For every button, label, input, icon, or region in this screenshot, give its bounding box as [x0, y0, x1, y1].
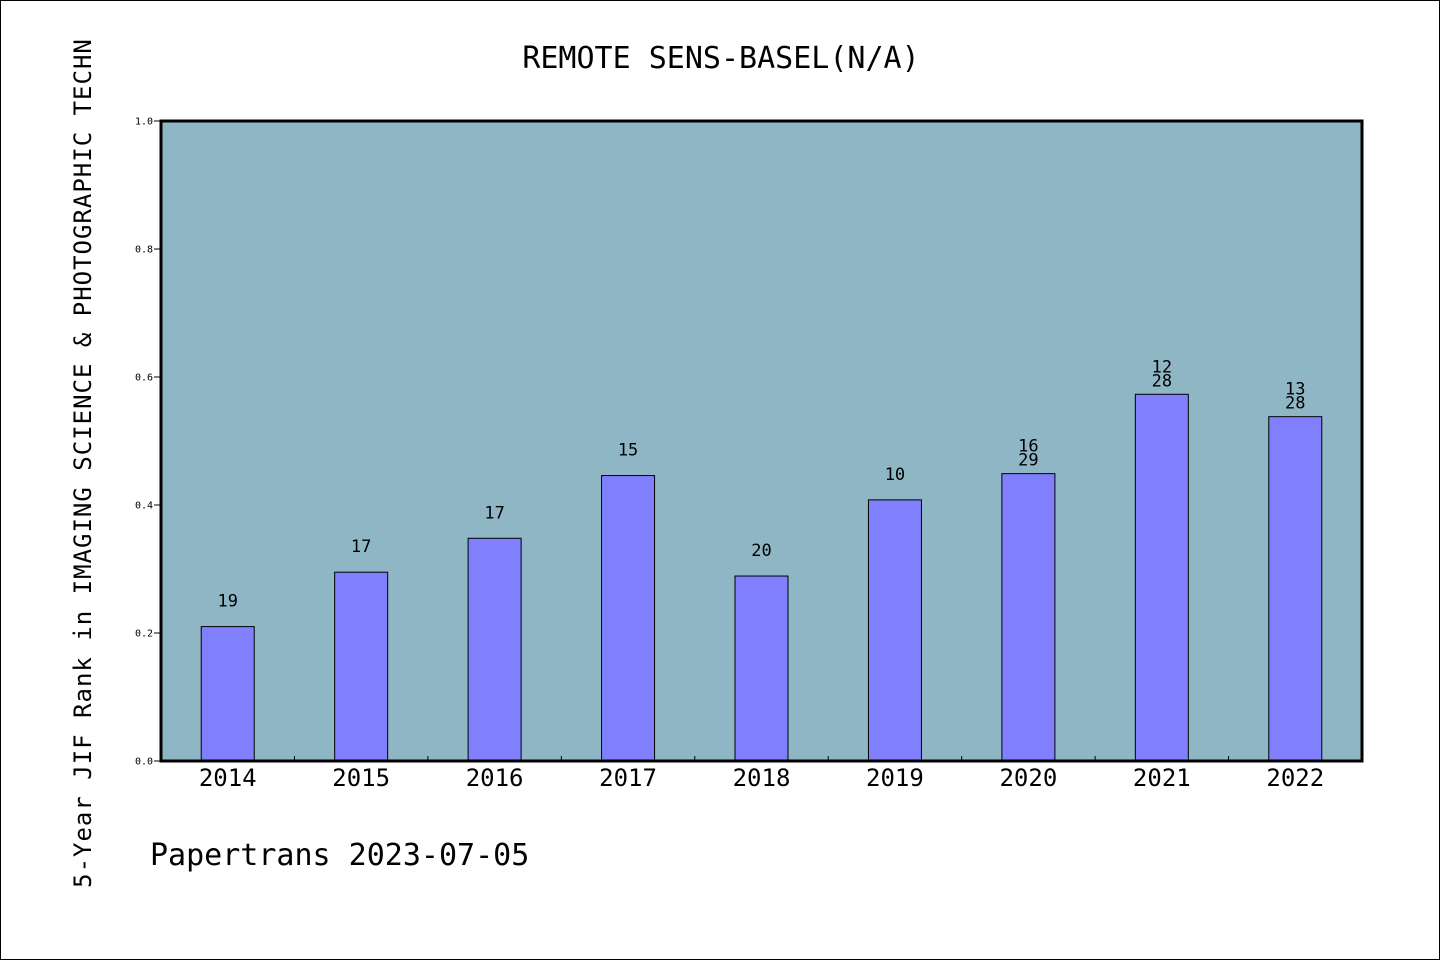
bar-2018	[734, 575, 789, 762]
bar-2017	[601, 475, 656, 762]
x-tick-label: 2019	[866, 764, 924, 792]
bar-label: 15	[618, 441, 638, 461]
bar-label: 13	[1285, 380, 1305, 400]
chart-title: REMOTE SENS-BASEL(N/A)	[522, 41, 919, 76]
bar-2021	[1134, 393, 1189, 762]
bar-2016	[467, 537, 522, 762]
bar-2014	[200, 626, 255, 762]
bar-label: 28	[1152, 371, 1172, 391]
x-tick-label: 2017	[599, 764, 657, 792]
bar-2022	[1268, 416, 1323, 762]
y-tick-label: 0.8	[135, 245, 153, 256]
y-tick-label: 1.0	[135, 117, 153, 128]
x-tick-label: 2015	[332, 764, 390, 792]
plot-area: 0.00.20.40.60.81.01920141720151720161520…	[135, 117, 1364, 792]
footer-credit: Papertrans 2023-07-05	[150, 838, 529, 873]
bar-2019	[867, 499, 922, 762]
bar-label: 29	[1018, 451, 1038, 471]
y-tick-label: 0.2	[135, 629, 153, 640]
x-tick-label: 2022	[1266, 764, 1324, 792]
bar-label: 12	[1152, 357, 1172, 377]
bar-label: 17	[351, 537, 371, 557]
bar-2020	[1001, 473, 1056, 762]
y-tick-label: 0.6	[135, 373, 153, 384]
y-axis-label: 5-Year JIF Rank in IMAGING SCIENCE & PHO…	[69, 38, 97, 888]
y-tick-label: 0.0	[135, 757, 153, 768]
bar-label: 10	[885, 465, 905, 485]
x-tick-label: 2021	[1133, 764, 1191, 792]
bar-2015	[334, 571, 389, 762]
x-tick-label: 2014	[199, 764, 257, 792]
bar-label: 28	[1285, 394, 1305, 414]
bar-label: 20	[751, 541, 771, 561]
y-tick-label: 0.4	[135, 501, 153, 512]
x-tick-label: 2016	[466, 764, 524, 792]
plot-border	[159, 119, 1364, 763]
bar-label: 17	[484, 503, 504, 523]
x-tick-label: 2018	[733, 764, 791, 792]
bar-label: 16	[1018, 437, 1038, 457]
x-tick-label: 2020	[999, 764, 1057, 792]
bar-label: 19	[217, 592, 237, 612]
